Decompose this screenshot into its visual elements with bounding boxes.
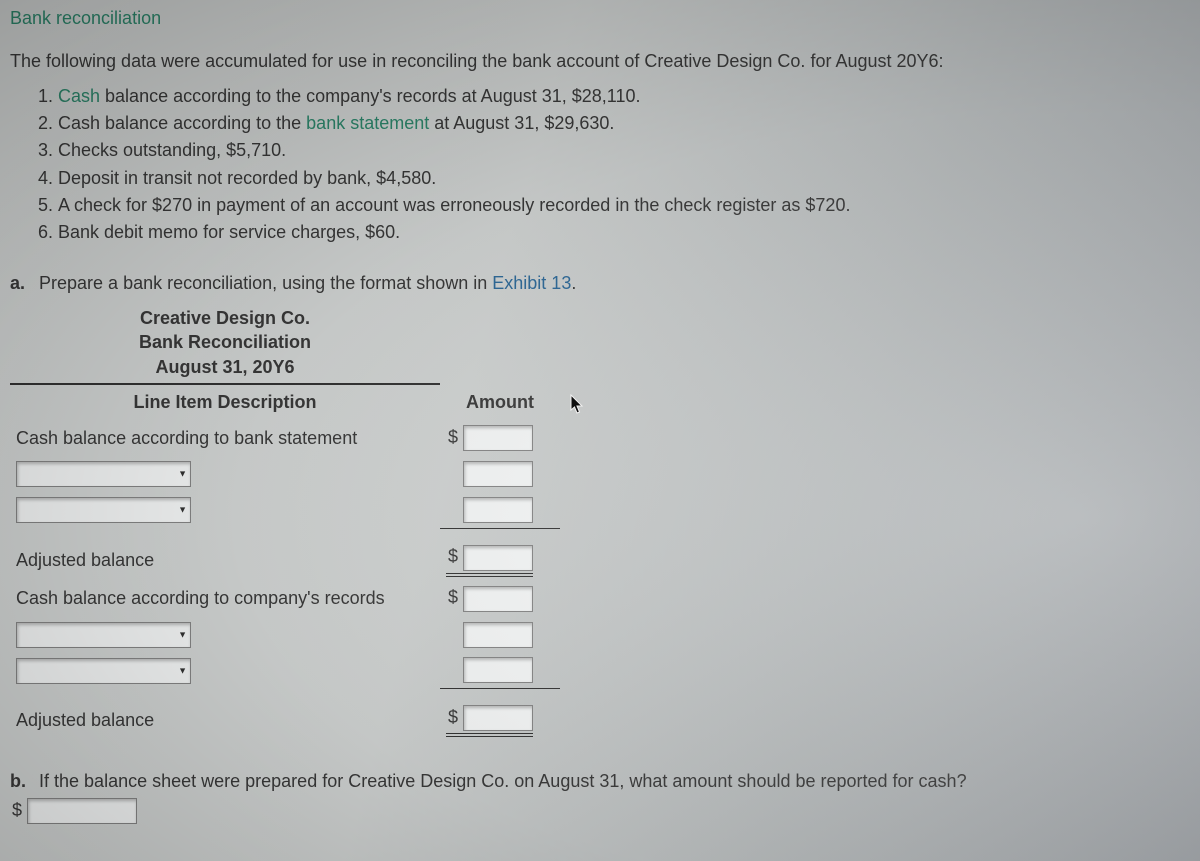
- label-company-records: Cash balance according to company's reco…: [10, 581, 440, 617]
- row-adjusted-balance-company: Adjusted balance $: [10, 689, 560, 742]
- part-a-marker: a.: [10, 273, 34, 294]
- recon-date: August 31, 20Y6: [40, 355, 410, 379]
- dropdown-company-adjust-1[interactable]: [16, 622, 191, 648]
- label-bank-statement: Cash balance according to bank statement: [10, 420, 440, 456]
- label-adjusted-balance-2: Adjusted balance: [10, 689, 440, 742]
- row-company-adjust-2: ▼: [10, 653, 560, 689]
- part-a-prompt: a. Prepare a bank reconciliation, using …: [10, 273, 1190, 294]
- recon-header-cell: Creative Design Co. Bank Reconciliation …: [10, 306, 440, 384]
- dropdown-bank-adjust-2[interactable]: [16, 497, 191, 523]
- input-bank-statement-amount[interactable]: [463, 425, 533, 451]
- dollar-sign: $: [446, 707, 458, 728]
- list-item-2-suffix: at August 31, $29,630.: [429, 113, 614, 133]
- input-adjusted-balance-bank[interactable]: [463, 545, 533, 571]
- list-item-1: Cash balance according to the company's …: [58, 84, 1190, 109]
- part-a-text-before: Prepare a bank reconciliation, using the…: [39, 273, 492, 293]
- input-bank-adjust-2-amount[interactable]: [463, 497, 533, 523]
- label-adjusted-balance-1: Adjusted balance: [10, 528, 440, 581]
- empty-header-cell: [440, 306, 560, 384]
- col-header-description: Line Item Description: [10, 384, 440, 420]
- input-company-records-amount[interactable]: [463, 586, 533, 612]
- list-item-2-prefix: Cash balance according to the: [58, 113, 306, 133]
- list-item-2: Cash balance according to the bank state…: [58, 111, 1190, 136]
- input-adjusted-balance-company[interactable]: [463, 705, 533, 731]
- dollar-sign: $: [446, 587, 458, 608]
- recon-company: Creative Design Co.: [40, 306, 410, 330]
- dropdown-company-adjust-2[interactable]: [16, 658, 191, 684]
- cash-link[interactable]: Cash: [58, 86, 100, 106]
- input-bank-adjust-1-amount[interactable]: [463, 461, 533, 487]
- list-item-1-text: balance according to the company's recor…: [100, 86, 640, 106]
- row-bank-adjust-1: ▼: [10, 456, 560, 492]
- data-list: Cash balance according to the company's …: [58, 84, 1190, 245]
- input-part-b-cash-amount[interactable]: [27, 798, 137, 824]
- input-company-adjust-2-amount[interactable]: [463, 657, 533, 683]
- row-bank-statement: Cash balance according to bank statement…: [10, 420, 560, 456]
- part-a-text-after: .: [571, 273, 576, 293]
- list-item-6: Bank debit memo for service charges, $60…: [58, 220, 1190, 245]
- bank-statement-link[interactable]: bank statement: [306, 113, 429, 133]
- recon-title: Bank Reconciliation: [40, 330, 410, 354]
- row-adjusted-balance-bank: Adjusted balance $: [10, 528, 560, 581]
- list-item-3: Checks outstanding, $5,710.: [58, 138, 1190, 163]
- cursor-icon: [570, 394, 586, 416]
- row-company-adjust-1: ▼: [10, 617, 560, 653]
- list-item-4: Deposit in transit not recorded by bank,…: [58, 166, 1190, 191]
- dollar-sign: $: [446, 427, 458, 448]
- page-title: Bank reconciliation: [10, 8, 1190, 29]
- dropdown-bank-adjust-1[interactable]: [16, 461, 191, 487]
- part-b-prompt: b. If the balance sheet were prepared fo…: [10, 771, 1190, 792]
- dollar-sign: $: [10, 800, 22, 821]
- reconciliation-table: Creative Design Co. Bank Reconciliation …: [10, 306, 560, 741]
- row-company-records: Cash balance according to company's reco…: [10, 581, 560, 617]
- list-item-5: A check for $270 in payment of an accoun…: [58, 193, 1190, 218]
- input-company-adjust-1-amount[interactable]: [463, 622, 533, 648]
- dollar-sign: $: [446, 546, 458, 567]
- intro-text: The following data were accumulated for …: [10, 51, 1190, 72]
- part-b-marker: b.: [10, 771, 34, 792]
- row-bank-adjust-2: ▼: [10, 492, 560, 528]
- part-b-text: If the balance sheet were prepared for C…: [39, 771, 967, 791]
- col-header-amount: Amount: [440, 384, 560, 420]
- exhibit-link[interactable]: Exhibit 13: [492, 273, 571, 293]
- part-b-input-row: $: [10, 798, 1190, 824]
